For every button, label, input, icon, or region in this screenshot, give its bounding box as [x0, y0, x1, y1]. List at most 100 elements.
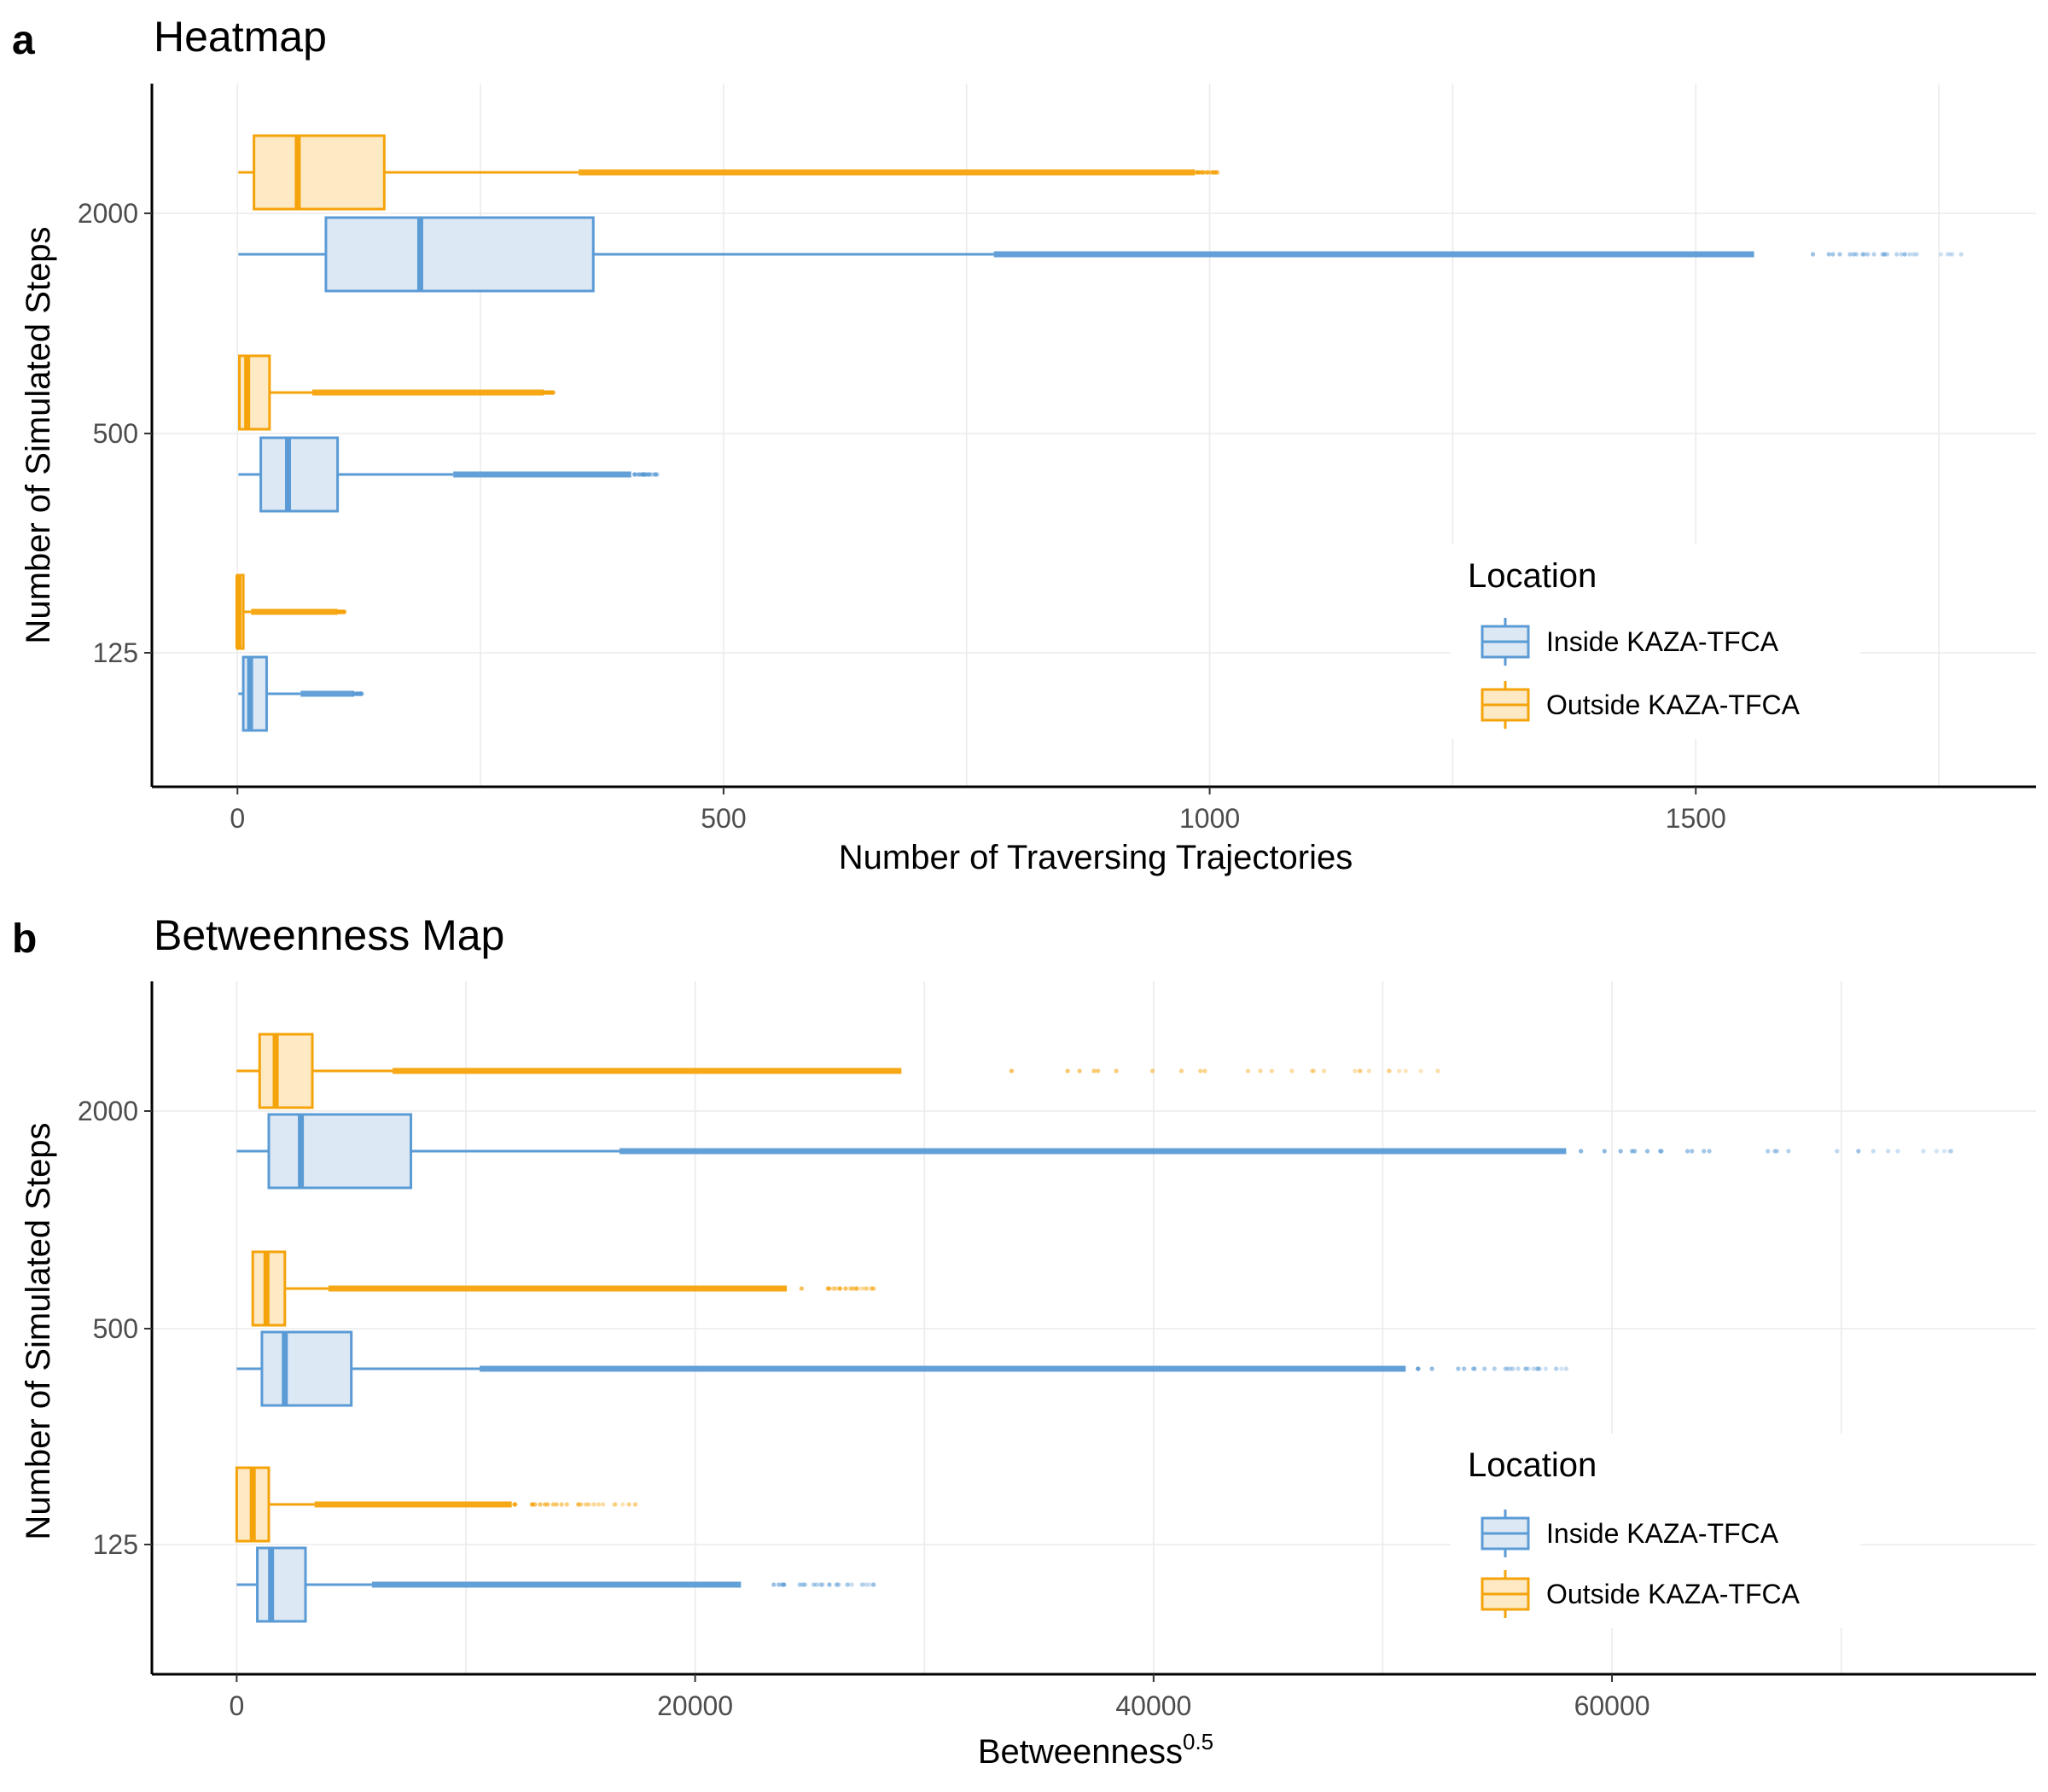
x-tick-label: 1000	[1179, 803, 1240, 834]
legend: Location Inside KAZA-TFCA Outside KAZA-TFC…	[1451, 1434, 1860, 1628]
outlier-point	[837, 1286, 843, 1291]
outlier-point	[820, 1582, 825, 1587]
outlier-point	[1213, 170, 1219, 175]
outlier-point	[583, 1502, 589, 1507]
outlier-point	[860, 1582, 866, 1587]
outlier-point	[1215, 170, 1220, 175]
outlier-point	[586, 1502, 591, 1507]
outlier-point	[1938, 252, 1944, 257]
outlier-point	[554, 1502, 559, 1507]
outlier-point	[1204, 170, 1209, 175]
box-inside-500	[238, 436, 660, 513]
outlier-point	[1210, 170, 1215, 175]
box-inside-125	[236, 1546, 876, 1623]
outlier-band	[328, 1285, 788, 1292]
outlier-point	[849, 1582, 854, 1587]
y-tick-label: 125	[93, 637, 138, 668]
outlier-point	[1835, 1149, 1840, 1154]
outlier-point	[359, 691, 364, 696]
outlier-point	[591, 1502, 596, 1507]
outlier-point	[612, 1502, 617, 1507]
panel-title: Heatmap	[154, 13, 327, 61]
box-body	[259, 436, 340, 513]
outlier-point	[632, 472, 637, 477]
box-inside-2000	[236, 1113, 1954, 1190]
outlier-point	[358, 691, 363, 696]
outlier-point	[550, 390, 556, 395]
outlier-point	[1810, 252, 1816, 257]
outlier-point	[864, 1286, 870, 1291]
outlier-point	[1201, 170, 1206, 175]
outlier-point	[1418, 1068, 1423, 1073]
outlier-point	[864, 1582, 869, 1587]
outlier-point	[358, 691, 363, 696]
outlier-point	[871, 1286, 876, 1291]
outlier-point	[799, 1286, 804, 1291]
outlier-point	[645, 472, 650, 477]
outlier-point	[847, 1286, 852, 1291]
outlier-point	[1632, 1149, 1638, 1154]
outlier-point	[818, 1582, 823, 1587]
outlier-point	[1482, 1366, 1487, 1371]
outlier-point	[830, 1286, 836, 1291]
x-axis-title: Betweenness0.5	[978, 1729, 1213, 1771]
outlier-point	[1214, 170, 1220, 175]
outlier-point	[1786, 1149, 1791, 1154]
outlier-point	[564, 1502, 569, 1507]
outlier-point	[1366, 1068, 1371, 1073]
outlier-point	[853, 1286, 858, 1291]
outlier-point	[825, 1286, 830, 1291]
outlier-point	[341, 609, 346, 614]
outlier-point	[827, 1582, 832, 1587]
y-tick-label: 500	[93, 418, 138, 449]
outlier-point	[1095, 1068, 1101, 1073]
outlier-point	[1871, 1149, 1876, 1154]
box-inside-125	[238, 655, 364, 732]
outlier-point	[1766, 1149, 1771, 1154]
outlier-point	[1462, 1366, 1467, 1371]
outlier-point	[1492, 1366, 1497, 1371]
y-tick-label: 500	[93, 1313, 138, 1344]
outlier-point	[596, 1502, 602, 1507]
outlier-point	[1358, 1068, 1363, 1073]
outlier-point	[532, 1502, 538, 1507]
outlier-point	[1702, 1149, 1707, 1154]
outlier-point	[358, 691, 364, 696]
outlier-point	[1880, 252, 1885, 257]
outlier-point	[1886, 1149, 1891, 1154]
outlier-point	[550, 390, 556, 395]
outlier-point	[846, 1582, 851, 1587]
outlier-point	[1851, 252, 1856, 257]
outlier-point	[1429, 1366, 1434, 1371]
outlier-point	[1559, 1366, 1564, 1371]
outlier-point	[1386, 1068, 1392, 1073]
outlier-point	[1554, 1366, 1559, 1371]
outlier-point	[1516, 1366, 1521, 1371]
outlier-point	[1690, 1149, 1695, 1154]
outlier-point	[779, 1582, 785, 1587]
x-tick-label: 20000	[657, 1690, 733, 1721]
box-body	[260, 1330, 353, 1407]
panel-letter: a	[12, 18, 35, 63]
outlier-point	[1065, 1068, 1070, 1073]
box-outside-2000	[236, 1033, 1440, 1109]
outlier-point	[1269, 1068, 1274, 1073]
outlier-point	[1353, 1068, 1358, 1073]
outlier-point	[1504, 1366, 1510, 1371]
outlier-point	[852, 1286, 858, 1291]
x-tick-label: 500	[701, 803, 746, 834]
outlier-point	[1403, 1068, 1408, 1073]
box-body	[253, 134, 386, 211]
outlier-point	[870, 1286, 875, 1291]
outlier-band	[371, 1581, 742, 1588]
outlier-point	[1322, 1068, 1327, 1073]
outlier-point	[1195, 170, 1200, 175]
outlier-point	[1523, 1366, 1528, 1371]
outlier-point	[652, 472, 657, 477]
outlier-point	[1826, 252, 1831, 257]
outlier-point	[653, 472, 658, 477]
outlier-point	[1947, 1149, 1952, 1154]
box-inside-500	[236, 1330, 1568, 1407]
outlier-point	[833, 1286, 838, 1291]
